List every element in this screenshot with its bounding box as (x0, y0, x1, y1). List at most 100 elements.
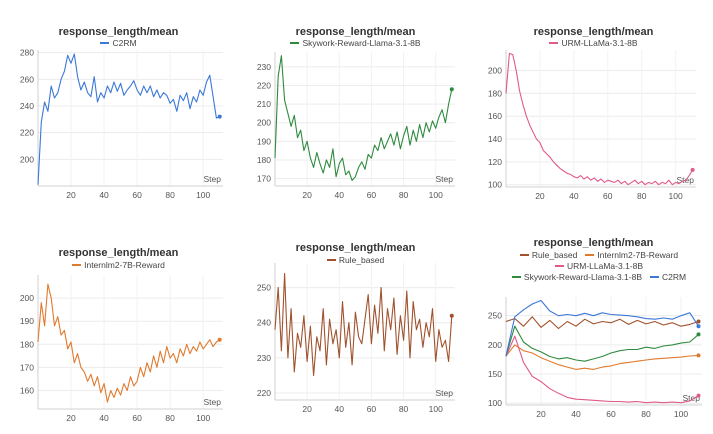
chart-panel-skywork: response_length/mean Skywork-Reward-Llam… (237, 0, 474, 217)
series-line-c2rm[interactable] (37, 53, 220, 185)
legend-swatch (650, 275, 659, 278)
legend-label: Internlm2-7B-Reward (84, 260, 165, 270)
legend-label: C2RM (112, 38, 137, 48)
y-tick-label: 180 (20, 339, 34, 349)
legend-swatch (511, 275, 521, 278)
legend-label: C2RM (662, 272, 687, 282)
legend-label: Skywork-Reward-Llama-3.1-8B (302, 38, 421, 48)
x-tick-label: 60 (367, 190, 377, 200)
x-tick-label: 60 (132, 413, 142, 423)
legend-item[interactable]: URM-LLaMa-3.1-8B (554, 261, 644, 272)
legend-label: Skywork-Reward-Llama-3.1-8B (523, 272, 642, 282)
y-tick-label: 220 (257, 81, 271, 91)
chart-legend: Rule_based Internlm2-7B-RewardURM-LLaMa-3… (494, 250, 704, 283)
x-tick-label: 100 (429, 190, 443, 200)
chart-panel-urm: response_length/mean URM-LLaMa-3.1-8B 10… (474, 0, 713, 217)
series-line-skywork-reward-llama-3-1-8b[interactable] (505, 325, 699, 362)
series-end-marker (696, 332, 701, 337)
y-tick-label: 200 (488, 340, 502, 350)
y-tick-label: 190 (257, 136, 271, 146)
y-tick-label: 230 (257, 353, 271, 363)
legend-item[interactable]: Internlm2-7B-Reward (72, 260, 165, 271)
y-tick-label: 200 (257, 118, 271, 128)
y-tick-label: 170 (20, 362, 34, 372)
legend-item[interactable]: Rule_based (519, 250, 578, 261)
series-line-rule-based[interactable] (274, 272, 453, 376)
chart-panel-rule-based: response_length/mean Rule_based 220 230 24… (237, 217, 474, 434)
legend-item[interactable]: Rule_based (326, 255, 384, 266)
y-tick-label: 180 (488, 88, 502, 98)
x-tick-label: 60 (606, 409, 616, 419)
series-line-internlm2-7b-reward[interactable] (37, 283, 221, 403)
series-line-urm-llama-3-1-8b[interactable] (505, 335, 699, 404)
series-line-skywork-reward-llama-3-1-8b[interactable] (274, 55, 453, 181)
y-tick-label: 200 (20, 154, 34, 164)
x-tick-label: 100 (429, 404, 443, 414)
legend-item[interactable]: Skywork-Reward-Llama-3.1-8B (511, 272, 642, 283)
line-chart: 160 170 180 190 200 20 40 60 80 100 Step (20, 275, 223, 423)
legend-label: Rule_based (531, 250, 578, 260)
x-tick-label: 100 (196, 413, 210, 423)
legend-item[interactable]: C2RM (650, 272, 686, 283)
x-tick-label: 20 (66, 413, 76, 423)
x-tick-label: 80 (641, 409, 651, 419)
series-end-marker (449, 313, 454, 318)
x-tick-label: 40 (569, 191, 579, 201)
chart-title: response_length/mean (295, 26, 416, 38)
x-tick-label: 80 (165, 413, 175, 423)
chart-legend: URM-LLaMa-3.1-8B (474, 38, 713, 49)
series-end-marker (696, 319, 701, 324)
y-tick-label: 150 (488, 369, 502, 379)
y-tick-label: 100 (488, 398, 502, 408)
chart-legend: Skywork-Reward-Llama-3.1-8B (237, 38, 474, 49)
x-axis-label: Step (204, 174, 222, 184)
legend-swatch (326, 258, 336, 261)
y-tick-label: 120 (488, 157, 502, 167)
chart-panel-c2rm: response_length/mean C2RM 200 220 240 260 28… (0, 0, 237, 217)
x-tick-label: 40 (335, 404, 345, 414)
y-tick-label: 160 (20, 386, 34, 396)
x-tick-label: 60 (367, 404, 377, 414)
series-end-marker (690, 167, 695, 172)
chart-title: response_length/mean (58, 247, 179, 259)
x-tick-label: 20 (302, 190, 312, 200)
y-tick-label: 170 (257, 174, 271, 184)
y-tick-label: 210 (257, 99, 271, 109)
y-tick-label: 240 (257, 318, 271, 328)
legend-swatch (554, 264, 564, 267)
series-end-marker (217, 114, 222, 119)
series-end-marker (449, 87, 454, 92)
x-tick-label: 80 (637, 191, 647, 201)
y-tick-label: 280 (20, 48, 34, 58)
x-tick-label: 20 (66, 190, 76, 200)
y-tick-label: 140 (488, 134, 502, 144)
x-axis-label: Step (436, 174, 454, 184)
x-axis-label: Step (204, 397, 222, 407)
y-tick-label: 240 (20, 101, 34, 111)
legend-item[interactable]: C2RM (100, 38, 137, 49)
legend-swatch (549, 41, 559, 44)
y-tick-label: 100 (488, 180, 502, 190)
x-tick-label: 20 (302, 404, 312, 414)
y-tick-label: 260 (20, 74, 34, 84)
x-tick-label: 40 (99, 190, 109, 200)
chart-panel-internlm2: response_length/mean Internlm2-7B-Reward… (0, 217, 237, 434)
line-chart: 100 150 200 250 20 40 60 80 100 Step (488, 297, 702, 419)
series-line-urm-llama-3-1-8b[interactable] (505, 52, 694, 186)
series-line-c2rm[interactable] (505, 299, 699, 357)
series-line-rule-based[interactable] (505, 316, 699, 330)
chart-title: response_length/mean (295, 242, 416, 254)
x-tick-label: 60 (132, 190, 142, 200)
legend-label: URM-LLaMa-3.1-8B (566, 261, 644, 271)
series-line-internlm2-7b-reward[interactable] (505, 344, 699, 370)
x-tick-label: 100 (674, 409, 688, 419)
y-tick-label: 200 (20, 293, 34, 303)
legend-item[interactable]: URM-LLaMa-3.1-8B (549, 38, 638, 49)
legend-item[interactable]: Skywork-Reward-Llama-3.1-8B (290, 38, 421, 49)
legend-item[interactable]: Internlm2-7B-Reward (585, 250, 678, 261)
x-tick-label: 40 (335, 190, 345, 200)
x-tick-label: 40 (99, 413, 109, 423)
y-tick-label: 230 (257, 62, 271, 72)
series-end-marker (696, 393, 701, 398)
y-tick-label: 220 (20, 128, 34, 138)
